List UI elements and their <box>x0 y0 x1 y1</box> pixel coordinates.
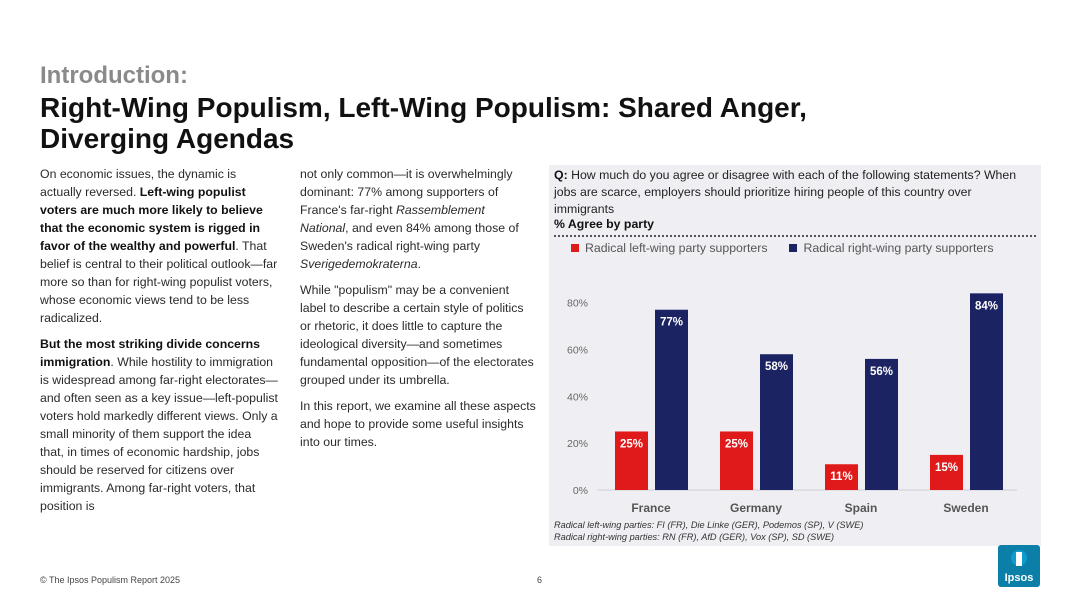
bar-right <box>760 354 793 490</box>
legend-swatch-left <box>571 244 579 252</box>
bar-left <box>825 464 858 490</box>
data-label: 84% <box>975 300 998 312</box>
note-right-parties: Radical right-wing parties: RN (FR), AfD… <box>554 532 835 542</box>
paragraph-dominant: not only common—it is overwhelmingly dom… <box>300 167 519 271</box>
y-tick-label: 40% <box>567 391 588 403</box>
paragraph-report-aim: In this report, we examine all these asp… <box>300 399 536 449</box>
data-label: 77% <box>660 317 683 329</box>
paragraph-populism-label: While "populism" may be a convenient lab… <box>300 283 534 387</box>
page-number: 6 <box>537 575 543 585</box>
x-category-label: Sweden <box>943 501 988 515</box>
note-left-parties: Radical left-wing parties: FI (FR), Die … <box>554 520 864 530</box>
chart-legend: Radical left-wing party supporters Radic… <box>571 241 994 255</box>
y-tick-label: 80% <box>567 298 588 310</box>
bar-right <box>865 358 898 490</box>
x-category-label: France <box>631 501 671 515</box>
page-title: Right-Wing Populism, Left-Wing Populism:… <box>40 92 807 154</box>
legend-item-right: Radical right-wing party supporters <box>789 241 994 255</box>
data-label: 15% <box>935 462 958 474</box>
footer-copyright: © The Ipsos Populism Report 2025 <box>40 575 181 585</box>
y-tick-label: 0% <box>573 485 588 497</box>
legend-label-right: Radical right-wing party supporters <box>803 241 994 255</box>
dotted-divider <box>554 235 1036 237</box>
data-label: 56% <box>870 366 893 378</box>
y-tick-label: 60% <box>567 345 588 357</box>
section-kicker: Introduction: <box>40 62 188 89</box>
chart-subtitle: % Agree by party <box>554 217 655 231</box>
bar-right <box>970 293 1003 490</box>
bar-right <box>655 309 688 490</box>
text-column-left: On economic issues, the dynamic is actua… <box>40 165 278 523</box>
bar-chart: 0% 20% 40% 60% 80% 25% 77% France 25% 58% Germany 1… <box>567 293 1017 515</box>
paragraph-economic: On economic issues, the dynamic is actua… <box>40 167 278 325</box>
data-label: 25% <box>725 438 748 450</box>
logo-text: Ipsos <box>1005 572 1034 584</box>
data-label: 25% <box>620 438 643 450</box>
bar-left <box>930 454 963 490</box>
text-column-middle: not only common—it is overwhelmingly dom… <box>300 165 536 459</box>
data-label: 11% <box>830 471 852 483</box>
x-category-label: Spain <box>845 501 878 515</box>
chart-panel: Q: How much do you agree or disagree wit… <box>549 165 1041 546</box>
chart-notes: Radical left-wing parties: FI (FR), Die … <box>554 519 863 543</box>
data-label: 58% <box>765 361 788 373</box>
legend-item-left: Radical left-wing party supporters <box>571 241 767 255</box>
x-category-label: Germany <box>730 501 782 515</box>
bar-left <box>615 431 648 490</box>
bar-left <box>720 431 753 490</box>
paragraph-immigration: But the most striking divide concerns im… <box>40 337 278 513</box>
ipsos-logo: Ipsos <box>998 545 1040 587</box>
legend-label-left: Radical left-wing party supporters <box>585 241 768 255</box>
y-tick-label: 20% <box>567 438 588 450</box>
legend-swatch-right <box>789 244 798 252</box>
survey-question: Q: How much do you agree or disagree wit… <box>554 168 1017 216</box>
